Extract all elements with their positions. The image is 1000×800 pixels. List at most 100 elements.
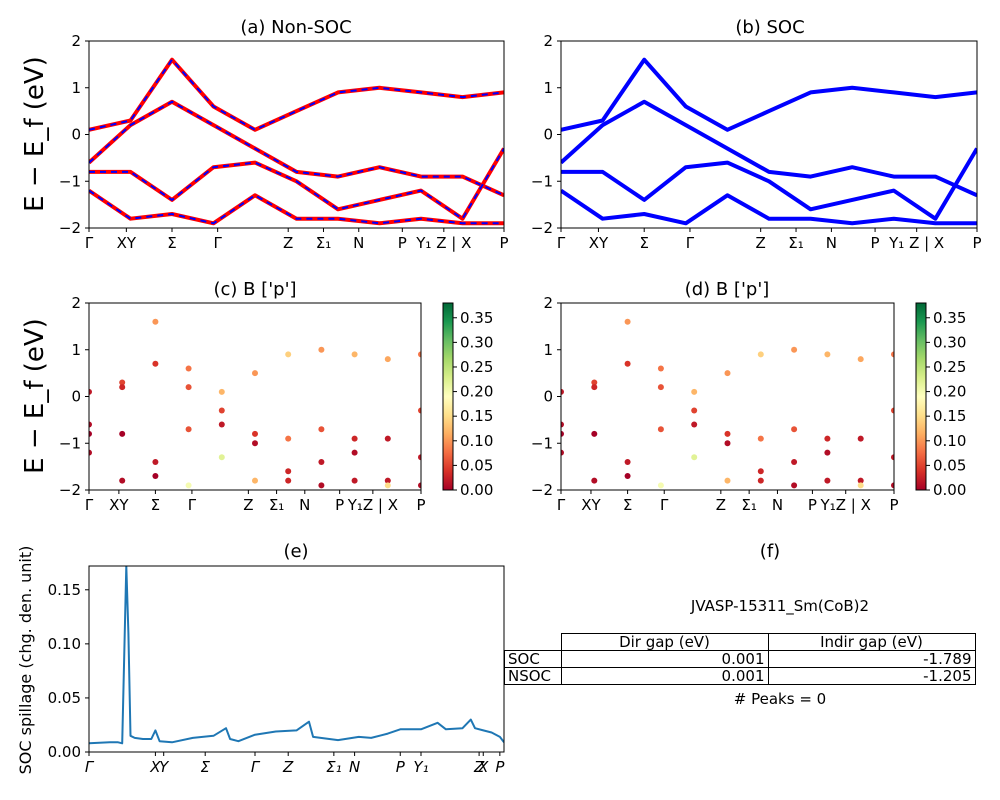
band-point	[657, 365, 664, 372]
x-tick-label: Σ	[200, 758, 210, 776]
x-tick-label: N	[299, 496, 310, 514]
band-point	[657, 384, 664, 391]
panel-a-frame	[88, 40, 505, 229]
y-tick-label: −2	[531, 219, 553, 237]
x-tick-label: Z	[756, 234, 766, 252]
band-point	[152, 360, 159, 367]
band-point	[119, 430, 126, 437]
band-point	[89, 449, 92, 456]
x-tick-label: N	[349, 758, 360, 776]
band-line-dashed	[89, 147, 504, 221]
x-tick-label: Z	[473, 758, 485, 776]
colorbar-tick-label: 0.35	[460, 309, 493, 327]
x-tick-label: XY	[109, 496, 129, 514]
panel-e-title: (e)	[283, 541, 308, 562]
band-point	[351, 477, 358, 484]
x-tick-label: Σ₁	[788, 234, 804, 252]
panel-a-bands	[89, 57, 504, 226]
colorbar-tick-label: 0.00	[460, 481, 493, 499]
band-line	[561, 147, 977, 221]
band-point	[351, 435, 358, 442]
colorbar-tick-label: 0.05	[460, 456, 493, 474]
band-point	[384, 477, 391, 484]
x-tick-label: XY	[581, 496, 601, 514]
band-point	[285, 351, 292, 358]
band-point	[591, 477, 598, 484]
panel-e-xticks: Γ XY Σ Γ Z Σ₁ N P Y₁ ZX P	[85, 752, 505, 776]
y-tick-label: 1	[71, 341, 81, 359]
band-line	[561, 57, 977, 132]
panel-a-yticks: 2 1 0 −1 −2	[59, 32, 89, 237]
band-point	[891, 454, 894, 461]
x-tick-label: Z	[282, 758, 294, 776]
x-tick-label: P	[499, 234, 508, 252]
x-tick-label: Z	[283, 234, 293, 252]
y-tick-label: 0	[71, 388, 81, 406]
band-point	[252, 430, 258, 437]
band-point	[591, 384, 598, 391]
band-point	[624, 360, 631, 367]
y-tick-label: 0.00	[48, 743, 81, 761]
band-line	[561, 188, 977, 226]
band-point	[218, 388, 225, 395]
band-point	[252, 477, 258, 484]
band-point	[418, 454, 421, 461]
band-point	[185, 482, 192, 489]
band-point	[218, 421, 225, 428]
x-tick-label: Γ	[251, 758, 261, 776]
band-point	[285, 468, 292, 475]
colorbar-gradient	[915, 302, 927, 491]
band-point	[857, 356, 864, 363]
colorbar-tick-label: 0.30	[933, 333, 966, 351]
band-point	[418, 407, 421, 414]
gap-table-corner	[505, 634, 562, 651]
band-point	[152, 458, 159, 465]
band-point	[657, 482, 664, 489]
band-point	[351, 449, 358, 456]
panel-d-frame	[560, 302, 895, 491]
band-point	[857, 435, 864, 442]
y-tick-label: −1	[531, 434, 553, 452]
x-tick-label: Y	[159, 758, 170, 776]
band-point	[318, 482, 325, 489]
band-point	[318, 458, 325, 465]
band-point	[218, 454, 225, 461]
gap-table-cell-indir: -1.789	[767, 650, 976, 668]
x-tick-label: Y₁Z | X	[347, 496, 398, 514]
band-point	[218, 407, 225, 414]
x-tick-label: P	[416, 496, 425, 514]
band-point	[824, 449, 831, 456]
colorbar-tick-label: 0.25	[933, 358, 966, 376]
band-point	[152, 472, 159, 479]
panel-b-frame	[560, 40, 978, 229]
gap-table-row-label: NSOC	[504, 667, 562, 685]
band-point	[691, 407, 698, 414]
band-point	[757, 468, 764, 475]
y-tick-label: 0	[543, 126, 553, 144]
band-point	[252, 440, 258, 447]
x-tick-label: Y₁	[413, 758, 428, 776]
panel-b-title: (b) SOC	[735, 17, 804, 38]
band-point	[624, 472, 631, 479]
band-point	[384, 435, 391, 442]
x-tick-label: Γ	[85, 234, 94, 252]
panel-a-title: (a) Non-SOC	[240, 17, 351, 38]
band-point	[757, 351, 764, 358]
x-tick-label: N	[826, 234, 837, 252]
x-tick-label: Σ	[639, 234, 648, 252]
gap-table-row-soc: SOC 0.001 -1.789	[504, 650, 976, 668]
y-tick-label: 0.05	[48, 689, 81, 707]
band-point	[89, 421, 92, 428]
colorbar-tick-label: 0.10	[933, 432, 966, 450]
band-point	[561, 449, 564, 456]
gap-table-header-dir: Dir gap (eV)	[560, 633, 769, 651]
x-tick-label: Γ	[660, 496, 669, 514]
x-tick-label: Γ	[85, 758, 95, 776]
x-tick-label: Σ	[623, 496, 632, 514]
panel-d-colorbar: 0.35 0.30 0.25 0.20 0.15 0.10 0.05 0.00	[915, 302, 966, 499]
band-point	[318, 346, 325, 353]
x-tick-label: Z	[243, 496, 253, 514]
band-point	[285, 435, 292, 442]
band-point	[418, 351, 421, 358]
